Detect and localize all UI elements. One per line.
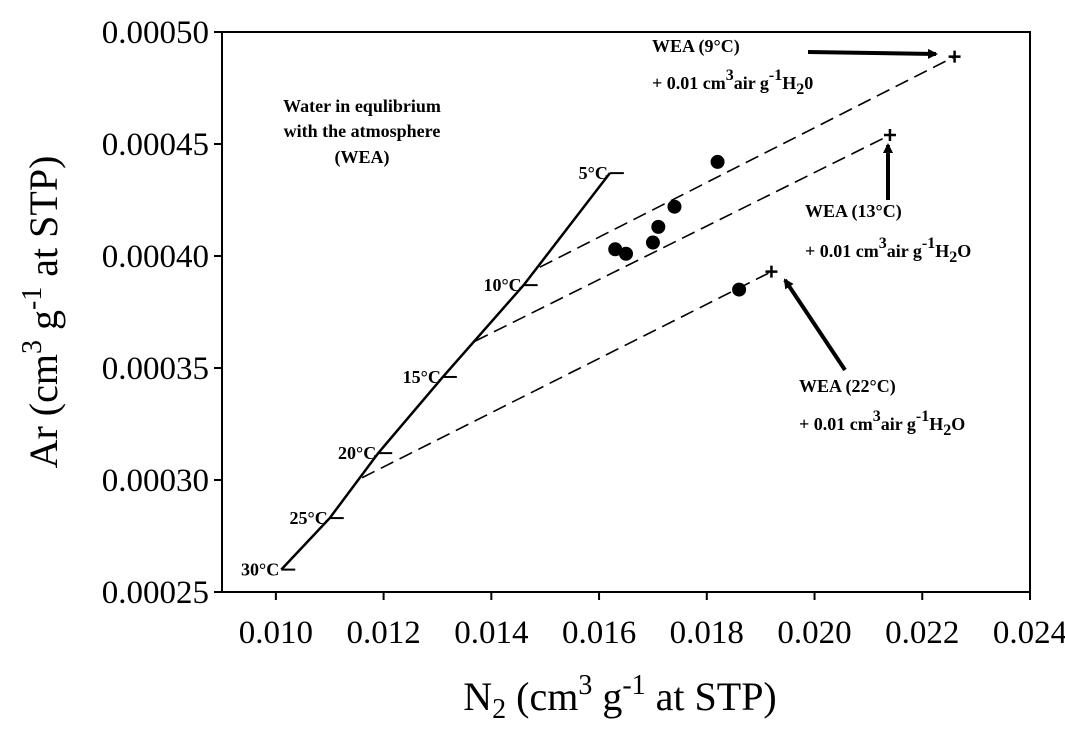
x-axis-title: N2 (cm3 g-1 at STP) xyxy=(463,670,777,725)
x-tick-label: 0.016 xyxy=(562,615,636,651)
mixing-line-2 xyxy=(474,134,891,342)
wea-annotation: Water in equlibrium with the atmosphere … xyxy=(283,96,441,168)
x-tick-label: 0.012 xyxy=(346,615,420,651)
mixing-line-3 xyxy=(361,270,772,479)
temperature-label: 25°C xyxy=(290,508,328,528)
sample-points xyxy=(608,154,747,297)
sample-point xyxy=(651,219,666,234)
x-tick-label: 0.024 xyxy=(993,615,1065,651)
wea-line xyxy=(280,172,611,571)
y-tick-label: 0.00050 xyxy=(102,15,209,51)
sample-point xyxy=(667,199,682,214)
sample-point xyxy=(608,242,623,257)
sample-point xyxy=(619,246,633,261)
end-point-marker xyxy=(883,129,896,142)
wea-annotation-line-2: with the atmosphere xyxy=(284,121,441,141)
temperature-label: 30°C xyxy=(241,560,279,580)
wea-curve xyxy=(280,172,611,571)
wea13-formula: + 0.01 cm3air g-1H2O xyxy=(805,235,971,266)
mixing-lines xyxy=(361,55,955,479)
wea22-formula: + 0.01 cm3air g-1H2O xyxy=(799,408,965,439)
y-axis-title: Ar (cm3 g-1 at STP) xyxy=(17,156,66,469)
temperature-labels: 30°C 25°C 20°C 15°C 10°C 5°C xyxy=(241,163,624,580)
sample-point xyxy=(645,235,660,250)
x-tick-label: 0.018 xyxy=(670,615,744,651)
y-axis-ticks: 0.00025 0.00030 0.00035 0.00040 0.00045 0.000… xyxy=(102,15,222,611)
plot-frame xyxy=(221,31,1031,593)
y-tick-label: 0.00035 xyxy=(102,351,209,387)
temperature-label: 10°C xyxy=(483,275,521,295)
y-tick-label: 0.00025 xyxy=(102,575,209,611)
sample-point xyxy=(710,154,725,169)
y-tick-label: 0.00030 xyxy=(102,463,209,499)
temperature-label: 5°C xyxy=(579,163,608,183)
end-point-marker xyxy=(948,50,961,63)
wea9-title: WEA (9°C) xyxy=(652,36,740,57)
y-tick-label: 0.00045 xyxy=(102,127,209,163)
wea22-title: WEA (22°C) xyxy=(799,376,896,397)
x-axis-ticks: 0.010 0.012 0.014 0.016 0.018 0.020 0.022 0.024 xyxy=(239,592,1065,651)
sample-point xyxy=(732,282,747,297)
x-tick-label: 0.020 xyxy=(777,615,851,651)
x-tick-label: 0.022 xyxy=(885,615,959,651)
wea13-title: WEA (13°C) xyxy=(805,201,902,222)
y-tick-label: 0.00040 xyxy=(102,239,209,275)
x-tick-label: 0.014 xyxy=(454,615,528,651)
x-tick-label: 0.010 xyxy=(239,615,313,651)
wea9-arrow xyxy=(807,48,938,59)
end-point-marker xyxy=(765,265,778,278)
temperature-label: 20°C xyxy=(338,443,376,463)
mixing-line-1 xyxy=(539,55,955,268)
wea13-annotation: WEA (13°C) + 0.01 cm3air g-1H2O xyxy=(805,143,971,266)
wea-annotation-line-3: (WEA) xyxy=(335,147,390,168)
wea9-annotation: WEA (9°C) + 0.01 cm3air g-1H20 xyxy=(652,36,938,98)
wea-annotation-line-1: Water in equlibrium xyxy=(283,96,441,116)
temperature-label: 15°C xyxy=(403,367,441,387)
wea22-annotation: WEA (22°C) + 0.01 cm3air g-1H2O xyxy=(783,278,965,439)
wea9-formula: + 0.01 cm3air g-1H20 xyxy=(652,67,813,98)
end-point-markers xyxy=(765,50,961,278)
wea22-arrow xyxy=(783,278,847,372)
